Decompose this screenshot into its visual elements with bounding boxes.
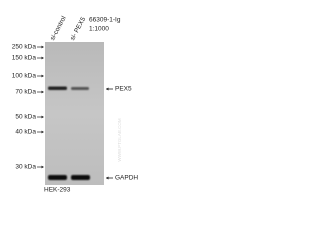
band-pex5-control xyxy=(48,86,67,90)
marker-arrow-head xyxy=(41,165,44,169)
lane-label: si- PEX5 xyxy=(69,16,87,42)
marker-arrow-head xyxy=(41,115,44,119)
band-label: GAPDH xyxy=(115,175,138,182)
antibody-name: 66309-1-Ig xyxy=(89,17,121,24)
band-arrow-head xyxy=(106,176,109,180)
band-pex5-knockdown xyxy=(71,87,89,90)
band-label: PEX5 xyxy=(115,86,132,93)
antibody-dilution: 1:1000 xyxy=(89,26,109,33)
membrane xyxy=(45,42,104,185)
band-gapdh-knockdown xyxy=(71,175,90,180)
marker-arrow-head xyxy=(41,74,44,78)
marker-label: 100 kDa xyxy=(12,73,37,80)
marker-label: 40 kDa xyxy=(15,129,36,136)
lane-label: si-control xyxy=(49,15,68,42)
band-gapdh-control xyxy=(48,175,67,180)
marker-ladder: 250 kDa 150 kDa 100 kDa 70 kDa 50 kDa 40 kDa 3… xyxy=(12,44,44,171)
watermark: WWW.PTGLAB.COM xyxy=(117,118,122,162)
marker-arrow-head xyxy=(41,56,44,60)
marker-label: 50 kDa xyxy=(15,114,36,121)
marker-arrow-head xyxy=(41,45,44,49)
western-blot: 250 kDa 150 kDa 100 kDa 70 kDa 50 kDa 40 kDa 3… xyxy=(12,15,139,194)
cell-line: HEK-293 xyxy=(44,187,71,194)
marker-label: 70 kDa xyxy=(15,89,36,96)
marker-arrow-head xyxy=(41,90,44,94)
marker-label: 250 kDa xyxy=(12,44,37,51)
marker-arrow-head xyxy=(41,130,44,134)
band-arrow-head xyxy=(106,87,109,91)
marker-label: 150 kDa xyxy=(12,55,37,62)
marker-label: 30 kDa xyxy=(15,164,36,171)
